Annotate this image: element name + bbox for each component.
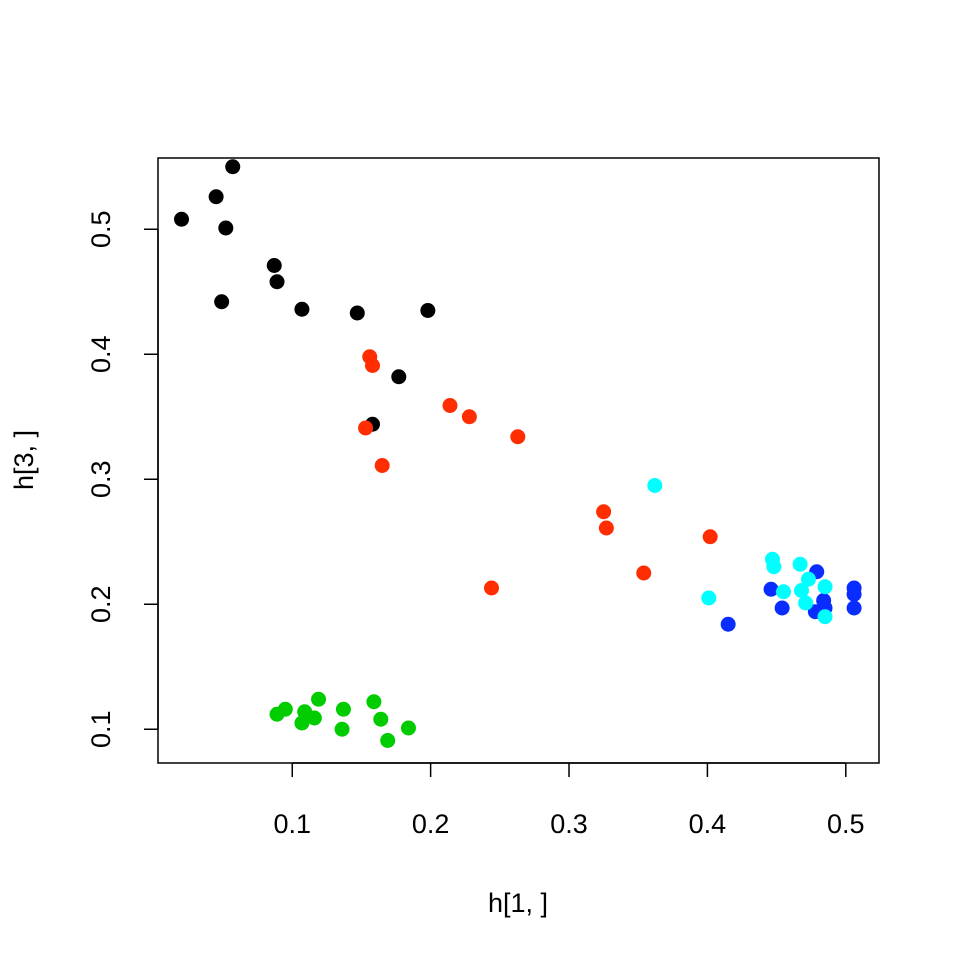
series-2	[358, 349, 718, 596]
data-point	[817, 579, 833, 595]
data-point	[846, 586, 862, 602]
data-point	[266, 258, 282, 273]
data-point	[596, 504, 612, 520]
data-point	[798, 595, 814, 611]
data-point	[208, 189, 224, 205]
data-point	[763, 581, 779, 597]
x-tick-label: 0.1	[273, 809, 311, 839]
data-point	[374, 458, 390, 473]
x-tick-label: 0.5	[827, 809, 865, 839]
series-5	[647, 478, 833, 625]
data-point	[391, 369, 407, 385]
data-point	[846, 600, 862, 616]
data-point	[800, 571, 816, 587]
data-point	[366, 694, 382, 710]
data-point	[218, 220, 234, 236]
data-point	[420, 303, 436, 318]
y-axis: 0.1 0.2 0.3 0.4 0.5	[86, 210, 159, 748]
data-point	[647, 478, 663, 493]
data-point	[461, 409, 477, 425]
y-axis-label: h[3, ]	[9, 430, 39, 490]
data-point	[306, 710, 322, 726]
points-layer	[174, 159, 862, 748]
data-point	[349, 305, 365, 321]
data-point	[636, 565, 652, 581]
data-point	[294, 715, 310, 731]
data-point	[400, 720, 416, 736]
data-point	[174, 211, 190, 227]
data-point	[335, 701, 351, 717]
data-point	[311, 691, 327, 707]
data-point	[510, 429, 526, 445]
data-point	[720, 616, 736, 632]
series-3	[269, 691, 416, 748]
x-axis-label: h[1, ]	[488, 888, 548, 918]
data-point	[365, 358, 381, 373]
data-point	[776, 584, 792, 600]
data-point	[269, 274, 285, 290]
data-point	[774, 600, 790, 616]
x-tick-label: 0.2	[412, 809, 450, 839]
y-tick-label: 0.2	[86, 585, 116, 623]
x-tick-label: 0.3	[550, 809, 588, 839]
data-point	[214, 294, 230, 310]
x-axis: 0.1 0.2 0.3 0.4 0.5	[273, 762, 865, 839]
x-tick-label: 0.4	[689, 809, 727, 839]
y-tick-label: 0.5	[86, 210, 116, 248]
data-point	[358, 420, 374, 436]
data-point	[701, 590, 717, 606]
series-1	[174, 159, 436, 432]
data-point	[380, 733, 396, 748]
data-point	[373, 711, 389, 727]
data-point	[225, 159, 241, 175]
data-point	[294, 301, 310, 317]
data-point	[766, 559, 782, 575]
data-point	[269, 706, 285, 722]
y-tick-label: 0.4	[86, 335, 116, 373]
data-point	[334, 721, 350, 737]
data-point	[442, 398, 458, 413]
data-point	[794, 583, 810, 598]
y-tick-label: 0.1	[86, 710, 116, 748]
data-point	[702, 529, 718, 545]
data-point	[484, 580, 500, 596]
y-tick-label: 0.3	[86, 460, 116, 498]
data-point	[598, 520, 614, 536]
data-point	[817, 609, 833, 625]
data-point	[792, 556, 808, 572]
